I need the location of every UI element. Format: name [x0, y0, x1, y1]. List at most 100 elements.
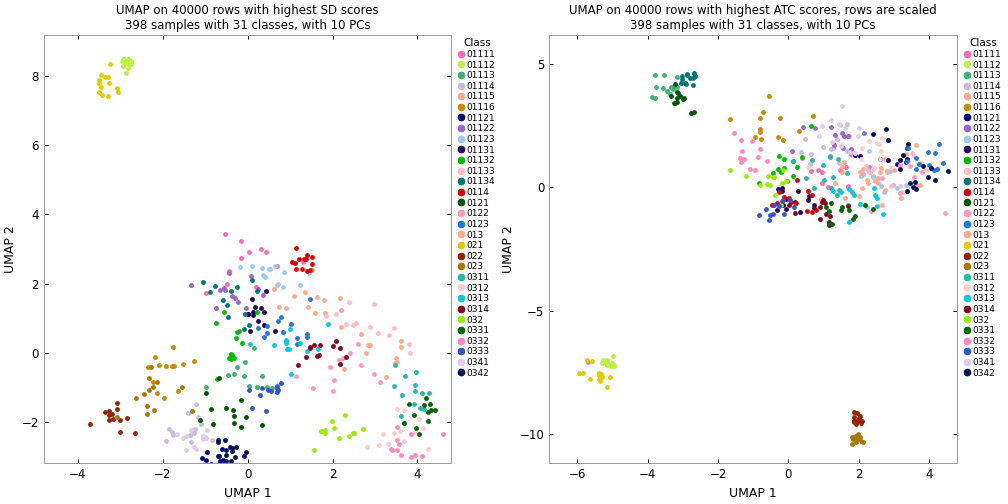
Point [386, 324, 402, 332]
Point [871, 140, 887, 148]
Point [685, 74, 702, 82]
Point [233, 423, 249, 431]
Point [166, 362, 182, 370]
Point [592, 371, 608, 379]
Point [138, 402, 154, 410]
Point [867, 192, 883, 200]
Point [255, 291, 271, 299]
Point [196, 278, 212, 286]
Point [778, 195, 794, 203]
Point [682, 108, 699, 116]
Point [305, 384, 322, 392]
Point [774, 197, 790, 205]
Point [853, 155, 869, 163]
Point [850, 409, 866, 417]
Point [880, 136, 896, 144]
Point [839, 120, 855, 128]
Point [231, 327, 247, 335]
Point [853, 172, 869, 180]
Point [267, 263, 283, 271]
Point [323, 363, 339, 371]
Point [271, 302, 287, 310]
Point [663, 92, 679, 100]
Point [747, 166, 763, 174]
Point [309, 352, 326, 360]
Point [331, 434, 347, 442]
Point [762, 181, 778, 189]
Point [324, 417, 340, 425]
Point [241, 248, 257, 257]
Point [672, 92, 688, 100]
Point [940, 167, 957, 175]
Point [139, 410, 155, 418]
Point [846, 191, 862, 199]
Point [211, 373, 227, 382]
Point [853, 437, 869, 446]
Point [776, 155, 792, 163]
Point [850, 430, 866, 438]
Point [198, 389, 214, 397]
Point [290, 255, 306, 263]
Point [191, 413, 207, 421]
Point [158, 437, 174, 445]
Point [806, 184, 823, 192]
Point [900, 144, 916, 152]
Point [832, 166, 848, 174]
Point [854, 184, 870, 192]
Point [814, 198, 831, 206]
Point [814, 143, 831, 151]
Point [270, 318, 286, 326]
Point [915, 162, 931, 170]
Point [182, 281, 199, 289]
Point [120, 64, 136, 72]
Point [774, 187, 790, 195]
Point [298, 353, 314, 361]
Point [726, 129, 742, 137]
Point [599, 383, 615, 391]
Point [766, 201, 782, 209]
Point [910, 160, 926, 168]
Point [102, 59, 118, 68]
Point [407, 428, 423, 436]
Point [309, 345, 326, 353]
Point [830, 155, 846, 163]
Point [838, 124, 854, 133]
Point [922, 164, 938, 172]
Point [247, 303, 263, 311]
Point [195, 434, 211, 443]
Point [253, 245, 269, 253]
Point [647, 83, 663, 91]
Point [301, 344, 318, 352]
Point [341, 298, 357, 306]
Point [278, 336, 294, 344]
Point [112, 416, 128, 424]
Point [147, 352, 163, 360]
Point [866, 163, 882, 171]
Point [194, 454, 210, 462]
Point [109, 405, 125, 413]
Point [751, 179, 767, 187]
Point [771, 203, 787, 211]
Point [865, 172, 881, 180]
Point [851, 192, 867, 200]
Point [123, 57, 139, 66]
Point [353, 361, 369, 369]
Point [420, 445, 436, 453]
Point [814, 161, 831, 169]
Point [934, 159, 951, 167]
Point [345, 321, 361, 329]
Point [173, 384, 190, 392]
Point [245, 311, 261, 320]
Point [837, 158, 853, 166]
Point [839, 147, 855, 155]
Point [770, 185, 786, 193]
Point [580, 358, 596, 366]
Point [858, 162, 874, 170]
Point [353, 330, 369, 338]
Point [121, 60, 137, 69]
Point [667, 99, 683, 107]
Point [198, 434, 214, 442]
Point [140, 363, 156, 371]
Point [685, 81, 702, 89]
Point [115, 62, 131, 71]
